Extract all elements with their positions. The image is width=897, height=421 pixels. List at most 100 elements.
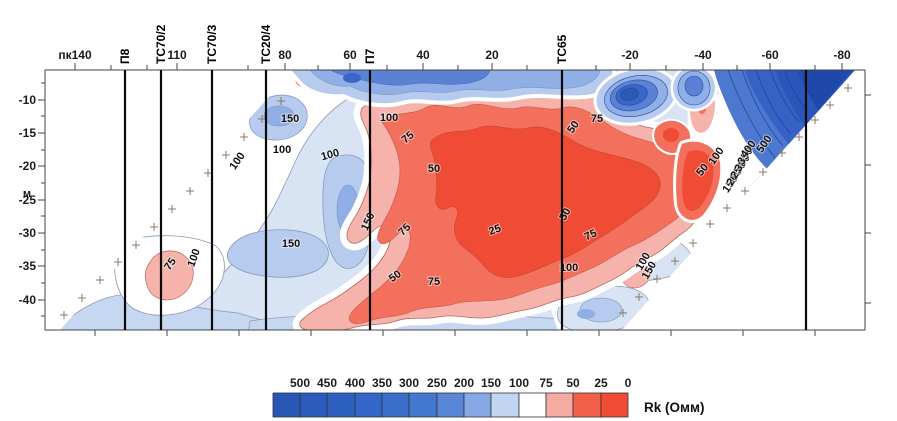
region-blue-blob-150-core [263,105,295,127]
colorbar-cell [518,392,547,418]
contour-value-label: 75 [591,113,603,125]
data-point-marker [706,220,714,228]
x-axis-tick-label: пк140 [58,48,92,62]
colorbar-cell [545,392,574,418]
colorbar-tick-label: 75 [539,376,553,390]
data-point-marker [240,133,248,141]
colorbar-cell [436,392,465,418]
data-point-marker [689,239,697,247]
region-topband-dot [343,73,361,83]
region-pink-blob-75-left [144,250,194,301]
x-axis-tick-label: -80 [833,48,851,62]
colorbar-tick-label: 25 [594,376,608,390]
colorbar-cell [354,392,383,418]
region-red-core [430,125,661,278]
colorbar-tick-label: 450 [317,376,337,390]
data-point-marker [96,276,104,284]
data-point-marker [222,151,230,159]
station-label: ТС65 [555,34,569,64]
contour-value-label: 75 [428,276,440,288]
data-point-marker [78,294,86,302]
colorbar-cell [326,392,356,418]
y-axis-unit-label: м [23,188,31,200]
contour-value-label: 100 [273,144,291,156]
x-axis-tick-label: -40 [694,48,712,62]
x-axis-tick-label: 40 [416,48,430,62]
region-blue-blob-150-midleft [227,229,329,278]
x-axis-tick-label: 80 [278,48,292,62]
data-point-marker [811,116,819,124]
colorbar-tick-label: 250 [427,376,447,390]
data-point-marker [741,187,749,195]
data-point-marker [759,168,767,176]
station-label: П8 [118,48,132,64]
region-deep-blue-wedge [710,70,855,175]
data-point-marker [653,275,661,283]
contour-value-label: 25 [487,222,503,237]
data-point-marker [150,223,158,231]
x-axis-tick-label: -20 [621,48,639,62]
colorbar-title: Rk (Омм) [644,400,704,415]
colorbar-cell [572,392,602,418]
colorbar-cell [299,392,328,418]
y-axis-tick-label: -25 [19,193,37,207]
data-point-marker [277,97,285,105]
data-point-marker [635,293,643,301]
colorbar-tick-label: 100 [509,376,529,390]
contour-value-label: 50 [428,163,440,175]
colorbar-tick-label: 300 [399,376,419,390]
y-axis-tick-label: -10 [19,93,37,107]
station-lines: П8 ТС70/2 ТС70/3 ТС20/4 П7 ТС65 [118,24,808,330]
data-point-marker [114,258,122,266]
region-red-pocket-right [682,150,714,211]
contour-field [60,70,855,330]
colorbar-cell [381,392,410,418]
data-point-marker [795,133,803,141]
data-point-marker [723,204,731,212]
colorbar-tick-label: 50 [566,376,580,390]
colorbar-cell [600,392,629,418]
y-axis-tick-label: -30 [19,226,37,240]
contour-value-label: 100 [320,147,341,163]
data-point-marker [258,115,266,123]
colorbar-tick-label: 500 [290,376,310,390]
colorbar: 500 450 400 350 300 250 200 150 100 75 50 25 0 [272,376,632,418]
colorbar-cell [408,392,438,418]
y-axis-tick-label: -35 [19,259,37,273]
x-axis-tick-label: 110 [167,48,187,62]
data-point-marker [186,187,194,195]
y-axis-ticks: -10 -15 -20 -25 -30 -35 -40 [19,82,871,317]
region-blue-spiral [593,70,679,126]
data-point-marker [619,309,627,317]
colorbar-tick-label: 200 [454,376,474,390]
region-red-dot [663,128,679,142]
data-point-marker [778,149,786,157]
y-axis-tick-label: -20 [19,159,37,173]
contour-value-label: 150 [281,113,299,125]
x-axis-tick-label: 20 [485,48,499,62]
colorbar-cell [463,392,492,418]
y-axis-tick-label: -40 [19,293,37,307]
colorbar-cell [490,392,520,418]
contour-value-label: 100 [380,112,398,124]
data-point-marker [168,205,176,213]
data-point-marker [60,311,68,319]
station-label: ТС20/4 [259,24,273,64]
data-point-marker [204,169,212,177]
colorbar-tick-label: 150 [481,376,501,390]
region-pale-blob-dot2 [577,309,595,319]
data-point-marker [844,84,852,92]
station-label: П7 [363,48,377,64]
data-point-marker [132,241,140,249]
colorbar-tick-label: 0 [625,376,632,390]
y-axis-tick-label: -15 [19,126,37,140]
station-label: ТС70/3 [205,24,219,64]
station-label: ТС70/2 [154,24,168,64]
x-axis-tick-label: 60 [343,48,357,62]
data-point-marks [60,84,852,319]
colorbar-tick-label: 400 [345,376,365,390]
x-axis-tick-label: -60 [761,48,779,62]
colorbar-tick-label: 350 [372,376,392,390]
